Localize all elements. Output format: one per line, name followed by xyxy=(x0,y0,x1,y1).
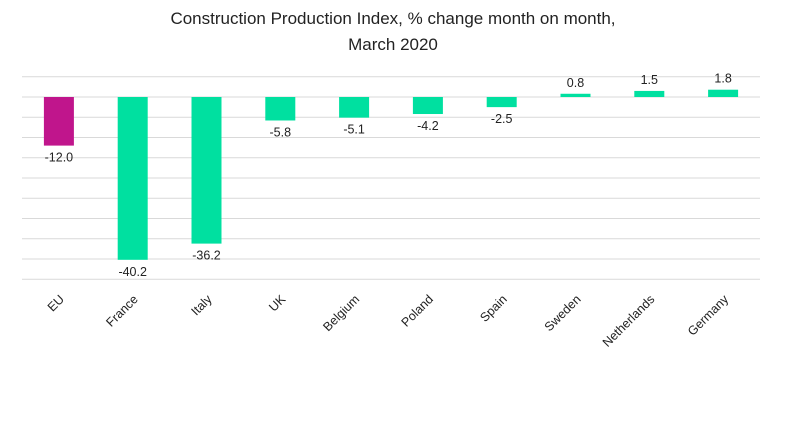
data-label: 1.5 xyxy=(641,73,658,87)
category-label: Spain xyxy=(477,292,510,325)
data-label: 1.8 xyxy=(714,72,731,86)
category-label: Italy xyxy=(189,292,216,319)
category-label: UK xyxy=(266,292,289,315)
bar-netherlands xyxy=(634,90,665,97)
data-label: -5.8 xyxy=(270,125,292,139)
bar-spain xyxy=(486,97,517,108)
data-label: 0.8 xyxy=(567,76,584,90)
data-label: -36.2 xyxy=(192,249,221,263)
chart-title-line2: March 2020 xyxy=(348,35,438,54)
bar-eu xyxy=(43,97,74,146)
category-label: Sweden xyxy=(542,292,584,334)
bar-uk xyxy=(265,97,296,121)
data-label: -5.1 xyxy=(343,123,365,137)
bars xyxy=(43,89,739,260)
category-label: Belgium xyxy=(320,292,362,334)
bar-belgium xyxy=(339,97,370,118)
bar-italy xyxy=(191,97,222,244)
data-label: -4.2 xyxy=(417,119,439,133)
category-label: EU xyxy=(45,292,67,314)
bar-poland xyxy=(412,97,443,115)
data-label: -2.5 xyxy=(491,112,513,126)
category-label: Germany xyxy=(685,292,732,339)
bar-germany xyxy=(708,89,739,97)
data-labels: -12.0 -40.2 -36.2 -5.8 -5.1 -4.2 -2.5 0.8 1.5 1.8 xyxy=(45,72,732,279)
bar-sweden xyxy=(560,93,591,97)
chart-title-line1: Construction Production Index, % change … xyxy=(170,9,616,28)
category-label: Poland xyxy=(399,292,436,329)
category-label: Netherlands xyxy=(600,292,658,350)
data-label: -40.2 xyxy=(118,265,147,279)
bar-france xyxy=(117,97,148,260)
category-label: France xyxy=(103,292,140,329)
chart-title: Construction Production Index, % change … xyxy=(0,6,786,58)
data-label: -12.0 xyxy=(45,151,74,165)
category-labels: EU France Italy UK Belgium Poland Spain Sweden N… xyxy=(45,292,732,350)
